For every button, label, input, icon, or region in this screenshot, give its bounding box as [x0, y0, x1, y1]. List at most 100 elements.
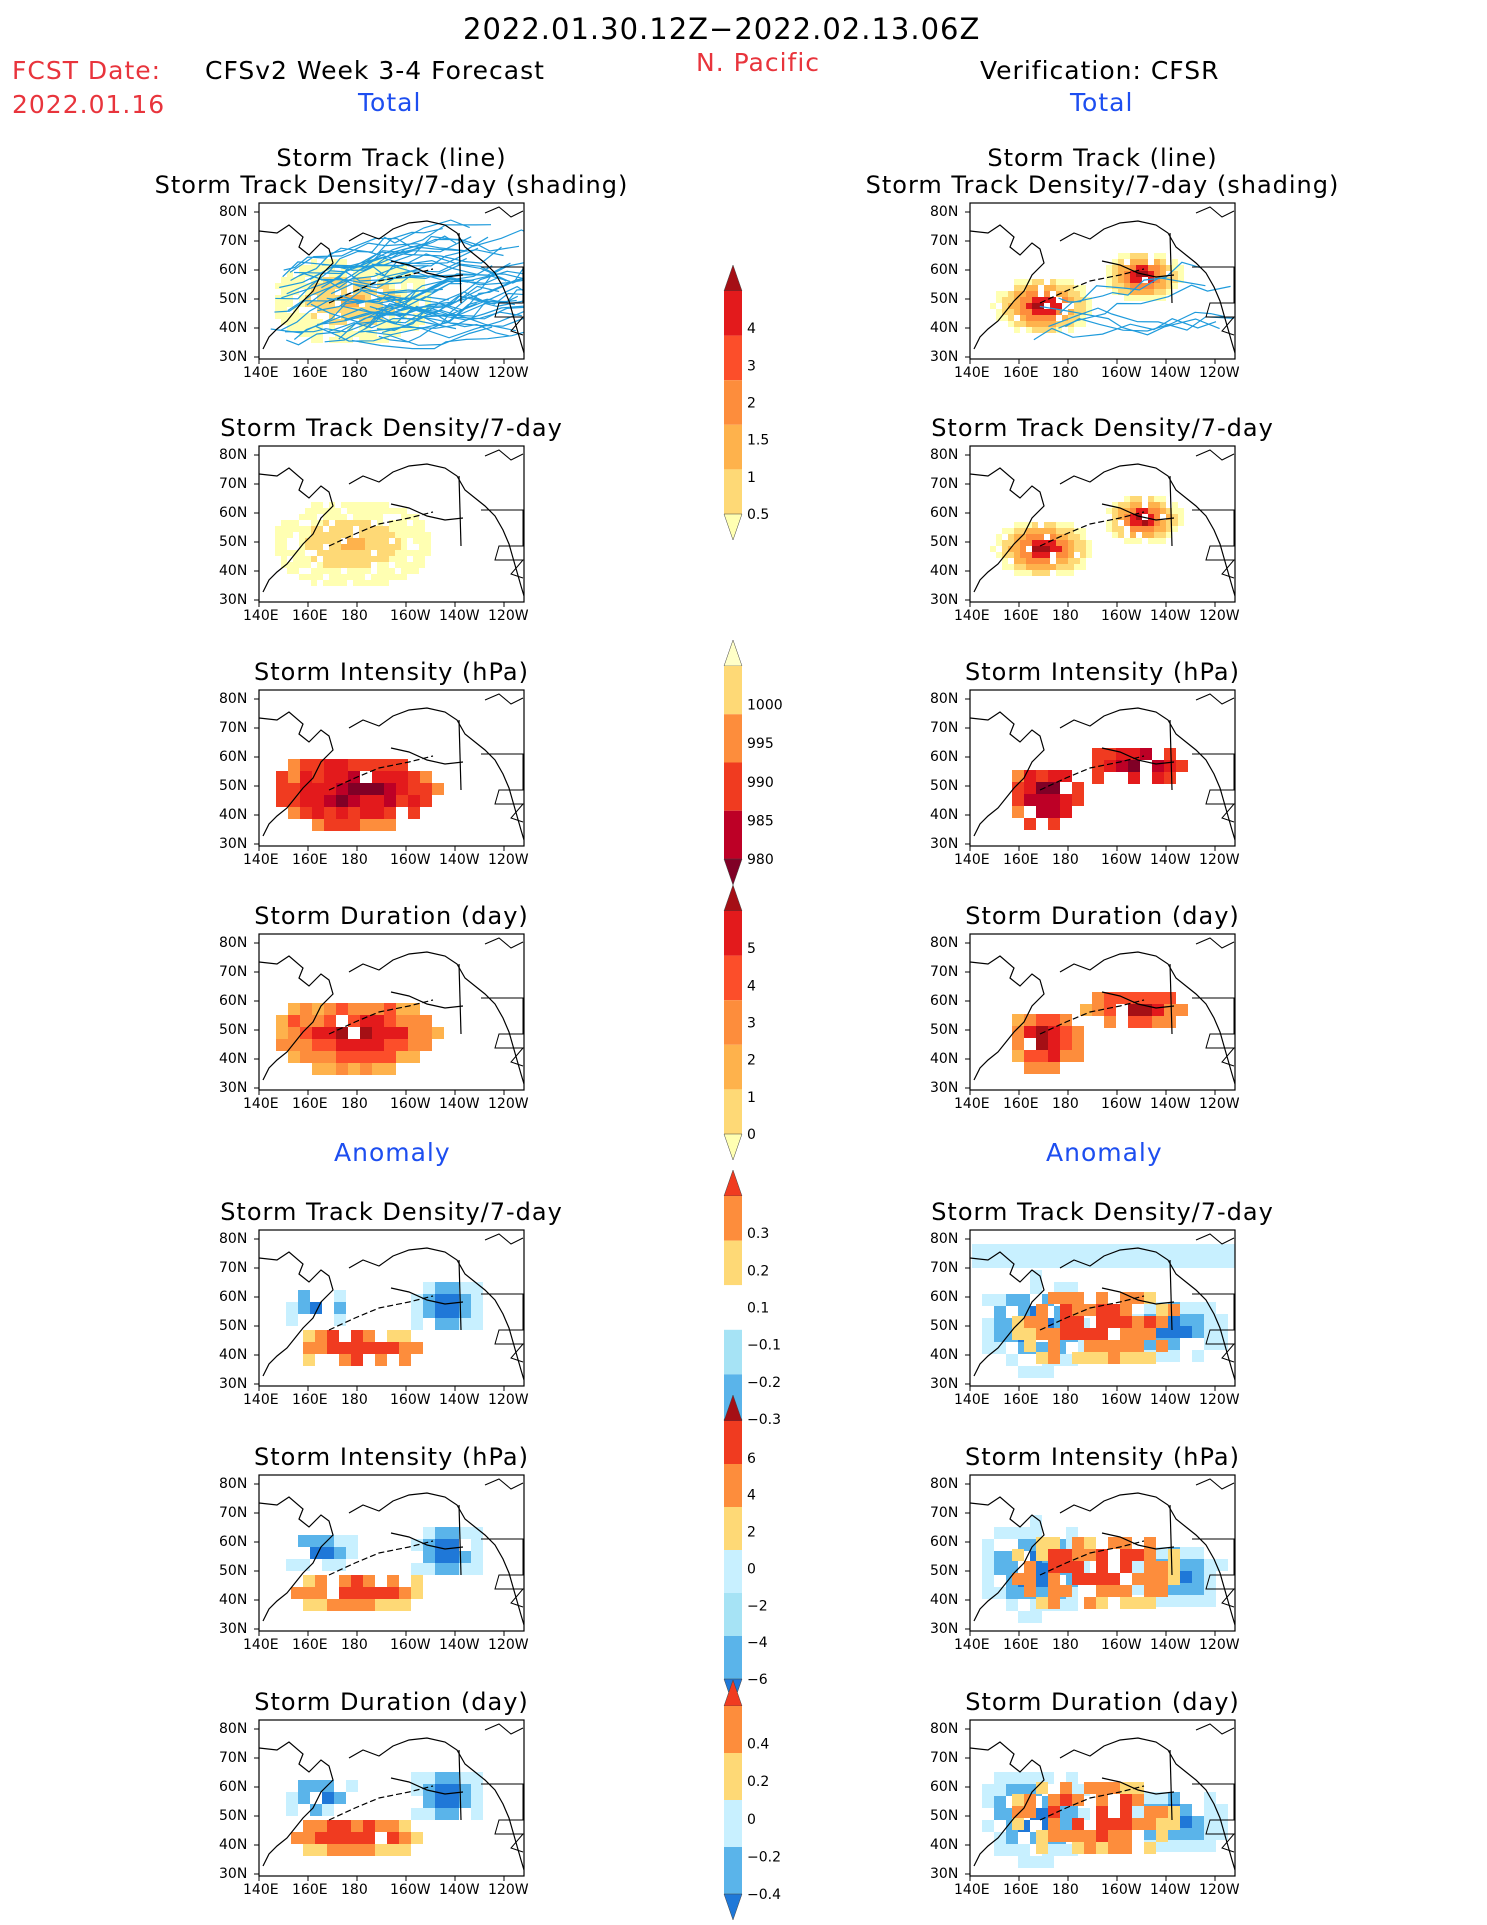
- lat-tick-label: 80N: [219, 935, 248, 951]
- lat-tick-label: 30N: [219, 1621, 248, 1637]
- lon-tick-label: 160W: [1101, 1882, 1142, 1898]
- lon-tick-label: 160E: [1003, 1637, 1039, 1653]
- lat-tick-label: 30N: [219, 592, 248, 608]
- lat-tick-label: 30N: [930, 349, 959, 365]
- colorbar-segment: [724, 1196, 742, 1241]
- lon-tick-label: 160W: [1101, 1096, 1142, 1112]
- colorbar-label: 0.1: [747, 1301, 769, 1317]
- lon-tick-label: 140W: [439, 608, 480, 624]
- panel-title: Storm Duration (day): [254, 1688, 529, 1716]
- lon-tick-label: 120W: [1199, 1637, 1240, 1653]
- lon-tick-label: 180: [1052, 1882, 1079, 1898]
- lon-tick-label: 160E: [1003, 365, 1039, 381]
- lon-tick-label: 180: [341, 1096, 368, 1112]
- colorbar-top-triangle: [723, 639, 743, 667]
- lat-tick-label: 30N: [219, 836, 248, 852]
- panel-title: Storm Track Density/7-day (shading): [865, 171, 1340, 199]
- lat-tick-label: 60N: [930, 1779, 959, 1795]
- panel-title: Storm Duration (day): [965, 902, 1240, 930]
- lon-tick-label: 180: [1052, 1637, 1079, 1653]
- colorbar-label: 1.5: [747, 433, 769, 449]
- lat-tick-label: 40N: [930, 320, 959, 336]
- lat-tick-label: 70N: [219, 233, 248, 249]
- lon-tick-label: 160W: [1101, 852, 1142, 868]
- colorbar-label: 985: [747, 813, 774, 829]
- colorbar-segment: [724, 1089, 742, 1134]
- colorbar-segment: [724, 911, 742, 956]
- lon-tick-label: 160W: [390, 1096, 431, 1112]
- colorbar-label: 0: [747, 1812, 756, 1828]
- panel-title: Storm Track (line): [276, 144, 507, 172]
- lat-tick-label: 60N: [219, 1779, 248, 1795]
- colorbar-label: 3: [747, 1016, 756, 1032]
- colorbar-segment: [724, 1285, 742, 1330]
- lat-tick-label: 30N: [930, 1866, 959, 1882]
- lat-tick-label: 40N: [219, 1837, 248, 1853]
- colorbar-label: 1000: [747, 698, 783, 714]
- lat-tick-label: 40N: [219, 1051, 248, 1067]
- lat-tick-label: 30N: [219, 1080, 248, 1096]
- colorbar-label: 1: [747, 1090, 756, 1106]
- lat-tick-label: 70N: [930, 720, 959, 736]
- lon-tick-label: 140W: [1150, 608, 1191, 624]
- lon-tick-label: 120W: [488, 852, 529, 868]
- lon-tick-label: 160E: [292, 852, 328, 868]
- colorbar-segment: [724, 1706, 742, 1753]
- lat-tick-label: 30N: [219, 1866, 248, 1882]
- lon-tick-label: 140E: [954, 608, 990, 624]
- colorbar-segment: [724, 1421, 742, 1464]
- lon-tick-label: 140W: [439, 1637, 480, 1653]
- lat-tick-label: 60N: [930, 1534, 959, 1550]
- lat-tick-label: 30N: [930, 592, 959, 608]
- lon-tick-label: 160E: [292, 1637, 328, 1653]
- lon-tick-label: 120W: [1199, 608, 1240, 624]
- lat-tick-label: 40N: [930, 1837, 959, 1853]
- panel-title: Storm Intensity (hPa): [965, 1443, 1240, 1471]
- lat-tick-label: 70N: [219, 720, 248, 736]
- panel-title: Storm Intensity (hPa): [254, 1443, 529, 1471]
- lat-tick-label: 50N: [219, 778, 248, 794]
- panel-title: Storm Duration (day): [965, 1688, 1240, 1716]
- lon-tick-label: 140E: [243, 1392, 279, 1408]
- panel-title: Storm Track Density/7-day: [931, 414, 1274, 442]
- lat-tick-label: 80N: [219, 1231, 248, 1247]
- colorbar-segment: [724, 1000, 742, 1045]
- colorbar-segment: [724, 380, 742, 425]
- lon-tick-label: 160E: [1003, 852, 1039, 868]
- lat-tick-label: 60N: [930, 993, 959, 1009]
- colorbar-bottom-triangle: [723, 1893, 743, 1921]
- lon-tick-label: 120W: [1199, 1096, 1240, 1112]
- colorbar-label: 0: [747, 1561, 756, 1577]
- colorbar-segment: [724, 335, 742, 381]
- region-label: N. Pacific: [696, 48, 821, 77]
- colorbar-label: −0.2: [747, 1849, 781, 1865]
- lat-tick-label: 70N: [930, 233, 959, 249]
- panel-title: Storm Track Density/7-day: [220, 1198, 563, 1226]
- lat-tick-label: 40N: [930, 563, 959, 579]
- colorbar-bottom-triangle: [723, 513, 743, 541]
- lat-tick-label: 80N: [219, 1721, 248, 1737]
- colorbar-segment: [724, 1044, 742, 1090]
- lat-tick-label: 70N: [930, 476, 959, 492]
- colorbar-label: −0.3: [747, 1412, 781, 1428]
- lat-tick-label: 30N: [219, 349, 248, 365]
- panel-title: Storm Track Density/7-day (shading): [154, 171, 629, 199]
- lat-tick-label: 30N: [930, 1080, 959, 1096]
- lat-tick-label: 80N: [930, 691, 959, 707]
- lat-tick-label: 40N: [219, 1592, 248, 1608]
- colorbar-segment: [724, 469, 742, 514]
- colorbar-label: 0.2: [747, 1263, 769, 1279]
- lon-tick-label: 180: [341, 1392, 368, 1408]
- colorbar-label: −0.4: [747, 1887, 781, 1903]
- lon-tick-label: 140E: [243, 608, 279, 624]
- colorbar-segment: [724, 955, 742, 1001]
- lat-tick-label: 40N: [930, 1051, 959, 1067]
- colorbar-label: −6: [747, 1672, 768, 1688]
- lon-tick-label: 140W: [1150, 1392, 1191, 1408]
- colorbar-label: 2: [747, 1525, 756, 1541]
- colorbar-label: −2: [747, 1598, 768, 1614]
- lat-tick-label: 30N: [930, 1621, 959, 1637]
- lon-tick-label: 160E: [1003, 1882, 1039, 1898]
- colorbar-segment: [724, 1507, 742, 1550]
- cb-density-colorbar: 4 3 2 1.5 1 0.5: [723, 264, 769, 541]
